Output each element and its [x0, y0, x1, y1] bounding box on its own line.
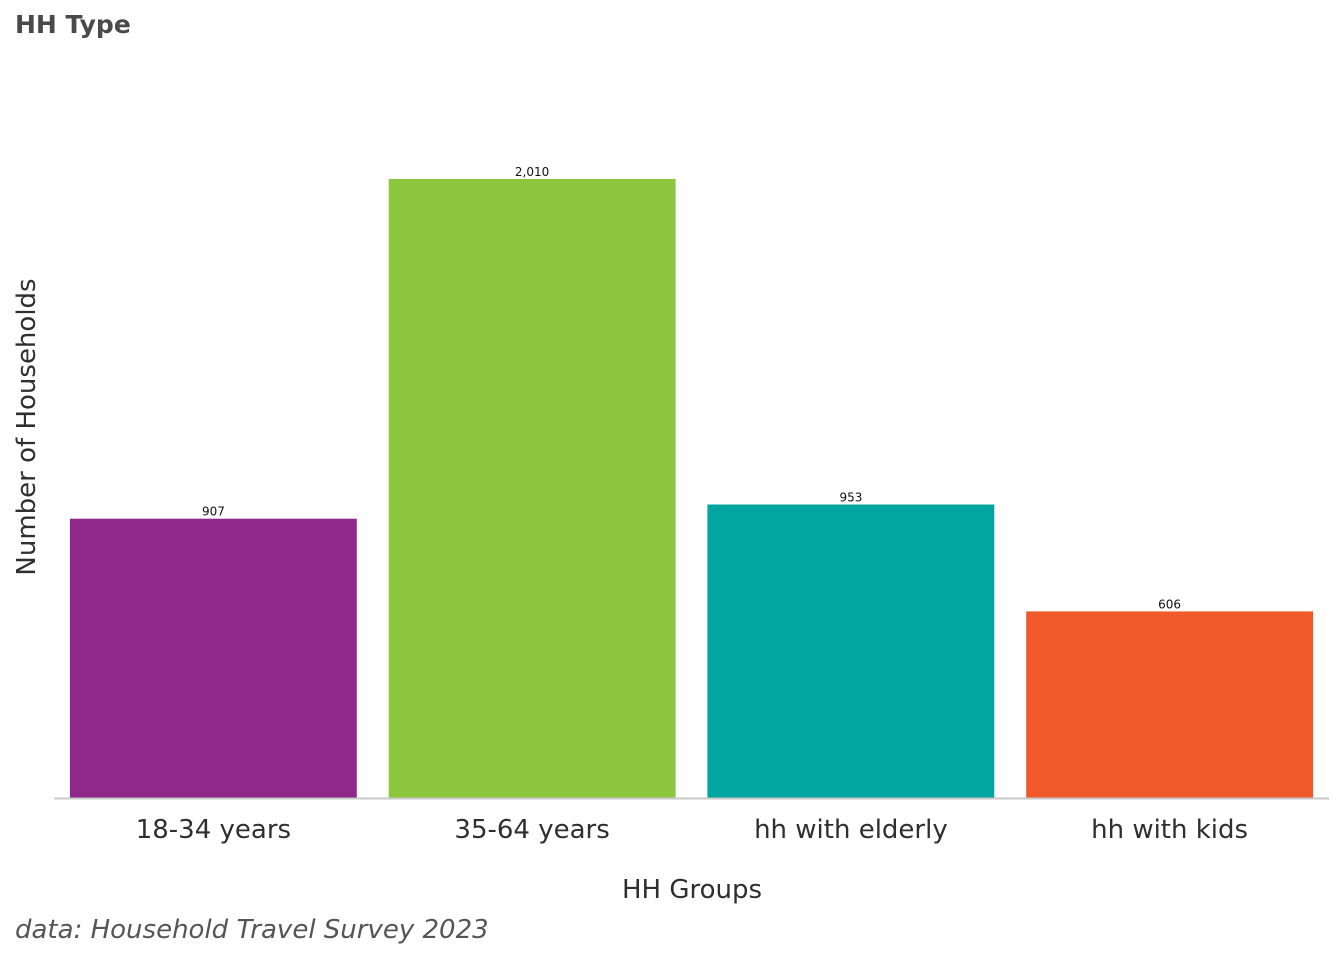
chart-title: HH Type — [15, 10, 131, 39]
bar-18-34-years — [69, 518, 357, 798]
value-labels-group: 907 2,010 953 606 — [202, 165, 1181, 611]
x-tick-label: 35-64 years — [454, 815, 609, 845]
y-axis-label: Number of Households — [12, 278, 42, 575]
bar-35-64-years — [388, 179, 676, 798]
value-label: 2,010 — [515, 165, 549, 179]
value-label: 606 — [1158, 597, 1181, 611]
x-tick-label: 18-34 years — [136, 815, 291, 845]
value-label: 953 — [839, 491, 862, 505]
x-axis-label: HH Groups — [622, 875, 762, 905]
bar-hh-with-elderly — [707, 504, 995, 798]
bars-group — [69, 179, 1314, 798]
bar-hh-with-kids — [1026, 611, 1314, 798]
x-tick-label: hh with elderly — [754, 815, 948, 845]
x-tick-label: hh with kids — [1091, 815, 1248, 845]
value-label: 907 — [202, 505, 225, 519]
data-source-caption: data: Household Travel Survey 2023 — [15, 915, 489, 945]
x-tick-labels-group: 18-34 years 35-64 years hh with elderly hh … — [136, 815, 1248, 845]
